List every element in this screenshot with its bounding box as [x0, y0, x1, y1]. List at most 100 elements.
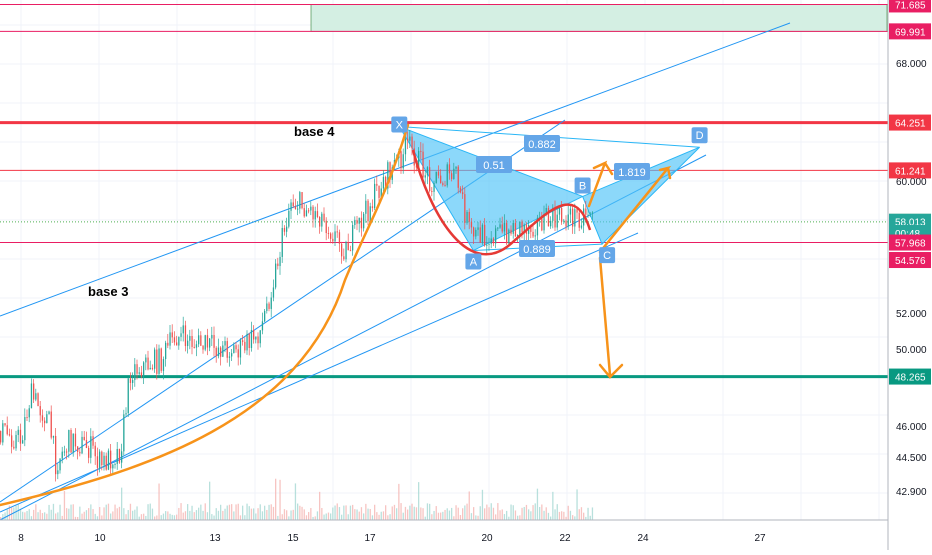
volume-bar: [352, 504, 354, 520]
candle-body: [132, 380, 134, 383]
candle-body: [171, 332, 173, 338]
candle-body: [547, 208, 550, 227]
volume-bar: [125, 514, 127, 520]
volume-bar: [151, 508, 154, 520]
x-tick-label: 20: [481, 533, 493, 544]
volume-bar: [569, 510, 572, 520]
volume-bar: [356, 509, 358, 520]
candle-body: [250, 329, 253, 349]
candle-body: [587, 214, 589, 216]
volume-bar: [418, 482, 420, 520]
volume-bar: [431, 514, 433, 520]
volume-bar: [440, 512, 442, 520]
candle-body: [378, 185, 380, 198]
candle-body: [195, 344, 198, 348]
volume-bar: [301, 506, 303, 520]
volume-bar: [250, 508, 253, 520]
volume-bar: [248, 506, 250, 520]
volume-bar: [2, 514, 4, 520]
candle-body: [162, 359, 165, 371]
candle-body: [506, 222, 508, 244]
volume-bar: [563, 511, 565, 520]
volume-bar: [239, 515, 242, 520]
volume-bar: [59, 504, 61, 520]
candle-body: [294, 206, 297, 210]
volume-bar: [327, 512, 330, 520]
candle-body: [411, 136, 413, 149]
volume-bar: [411, 503, 413, 520]
volume-bar: [268, 504, 270, 520]
candle-body: [96, 456, 99, 468]
volume-bar: [90, 504, 92, 520]
candle-body: [374, 183, 376, 209]
candle-body: [499, 224, 501, 228]
volume-bar: [413, 506, 415, 520]
volume-bar: [534, 503, 536, 520]
candle-body: [46, 414, 48, 424]
volume-bar: [369, 509, 371, 520]
volume-bar: [149, 503, 151, 520]
volume-bar: [261, 511, 264, 520]
volume-bar: [118, 506, 121, 520]
price-tag: [889, 23, 931, 40]
candle-body: [107, 450, 110, 470]
volume-bar: [171, 514, 173, 520]
candle-body: [220, 347, 222, 357]
volume-bar: [55, 513, 57, 520]
candle-body: [48, 411, 50, 415]
candle-body: [167, 342, 169, 346]
volume-bar: [382, 511, 385, 520]
volume-bar: [33, 509, 35, 520]
volume-bar: [299, 505, 301, 520]
volume-bar: [217, 510, 220, 520]
volume-bar: [332, 507, 334, 520]
volume-bar: [547, 512, 550, 520]
candle-body: [420, 150, 422, 152]
candle-body: [448, 164, 451, 174]
candle-body: [301, 192, 303, 209]
candle-body: [510, 229, 512, 234]
volume-bar: [330, 513, 332, 520]
volume-bar: [224, 508, 226, 520]
candle-body: [424, 175, 426, 178]
candle-body: [286, 226, 288, 232]
volume-bar: [283, 509, 286, 520]
candle-body: [567, 214, 569, 227]
volume-bar: [583, 512, 585, 520]
pattern-point-label-bg: [599, 247, 616, 264]
volume-bar: [292, 509, 294, 520]
volume-bar: [426, 503, 429, 520]
volume-bar: [81, 513, 83, 520]
volume-bar: [30, 516, 33, 520]
candle-body: [200, 335, 202, 346]
candle-body: [349, 250, 352, 252]
volume-bar: [160, 515, 162, 520]
candle-body: [561, 208, 563, 222]
candle-body: [591, 212, 594, 214]
volume-bar: [325, 513, 327, 520]
ratio-label-bg: [614, 163, 650, 180]
volume-bar: [180, 503, 182, 520]
volume-bar: [28, 509, 30, 520]
volume-bar: [116, 508, 118, 520]
volume-bar: [294, 483, 297, 520]
volume-bar: [435, 506, 437, 520]
candle-body: [184, 325, 187, 347]
volume-bar: [154, 516, 156, 520]
candle-body: [81, 436, 83, 454]
candle-body: [222, 345, 224, 357]
candle-body: [228, 356, 231, 358]
volume-bar: [198, 507, 200, 520]
candle-body: [176, 342, 178, 346]
candle-body: [114, 463, 116, 465]
candle-body: [125, 413, 127, 415]
candle-body: [217, 347, 220, 357]
volume-bar: [266, 509, 268, 520]
candle-body: [55, 435, 57, 475]
candle-body: [521, 221, 523, 233]
x-tick-label: 8: [18, 533, 24, 544]
candle-body: [134, 364, 136, 381]
volume-bar: [246, 503, 248, 520]
